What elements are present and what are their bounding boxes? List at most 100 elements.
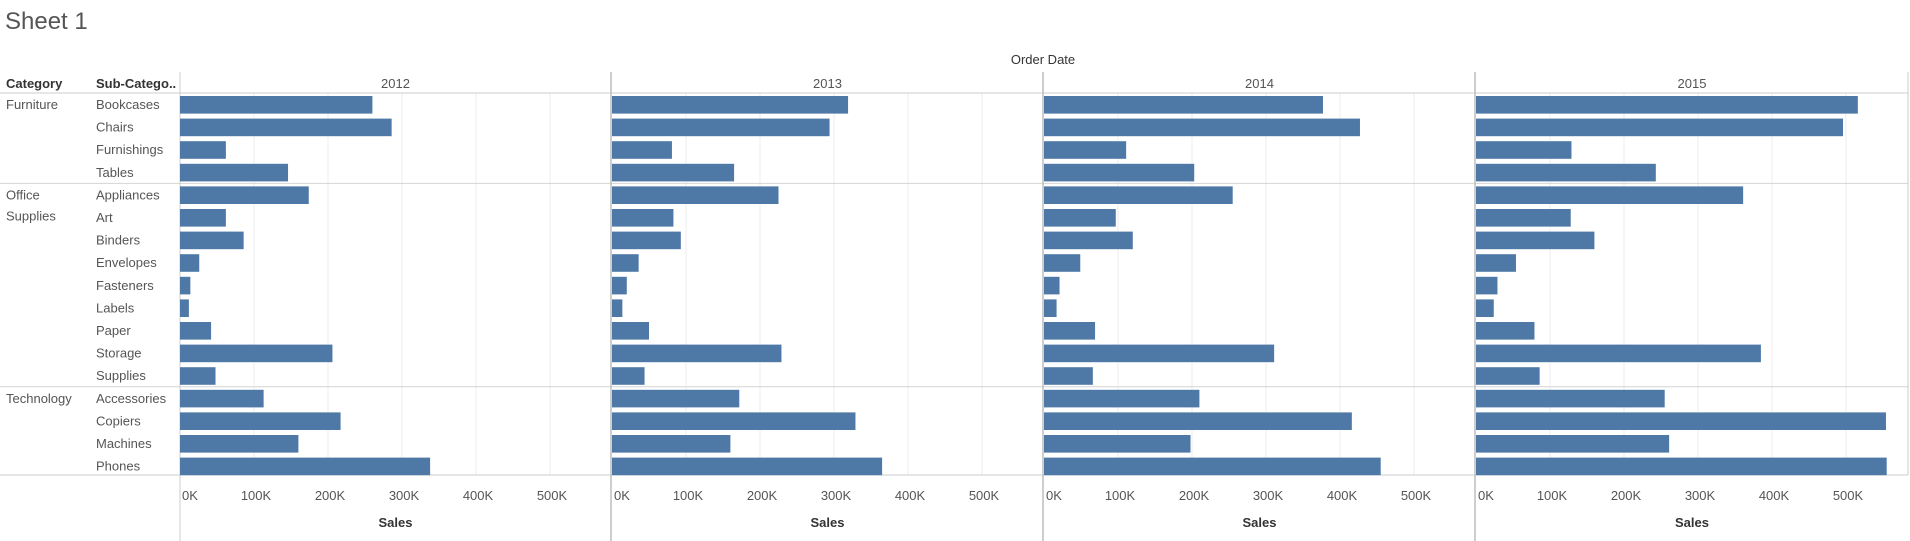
- subcategory-label: Machines: [96, 436, 152, 451]
- bar-2013-copiers: [612, 412, 856, 430]
- subcategory-label: Fasteners: [96, 278, 154, 293]
- bar-2013-accessories: [612, 389, 740, 408]
- bar-2014-furnishings: [1044, 141, 1127, 159]
- x-tick-label: 300K: [1253, 488, 1284, 503]
- bar-2012-fasteners: [180, 276, 191, 295]
- row-header-subcategory: Sub-Catego..: [96, 76, 176, 91]
- subcategory-label: Tables: [96, 165, 134, 180]
- bar-2012-chairs: [180, 118, 392, 137]
- bar-2014-copiers: [1044, 412, 1352, 430]
- x-axis-label: Sales: [811, 515, 845, 530]
- year-header-2014: 2014: [1245, 76, 1274, 91]
- bar-2013-bookcases: [612, 96, 849, 114]
- subcategory-label: Supplies: [96, 368, 146, 383]
- subcategory-label: Phones: [96, 459, 141, 474]
- x-axis-label: Sales: [1243, 515, 1277, 530]
- x-tick-label: 500K: [1833, 488, 1864, 503]
- subcategory-label: Furnishings: [96, 142, 164, 157]
- category-label: Office: [6, 187, 40, 202]
- bar-2014-phones: [1044, 457, 1381, 476]
- year-header-2015: 2015: [1678, 76, 1707, 91]
- bar-2012-appliances: [180, 186, 309, 204]
- x-tick-label: 100K: [673, 488, 704, 503]
- x-tick-label: 300K: [1685, 488, 1716, 503]
- bar-2013-tables: [612, 163, 735, 182]
- row-header-category: Category: [6, 76, 63, 91]
- x-tick-label: 100K: [1105, 488, 1136, 503]
- bar-2015-appliances: [1476, 186, 1744, 204]
- column-header-title: Order Date: [1011, 52, 1075, 67]
- x-tick-label: 0K: [1046, 488, 1062, 503]
- x-tick-label: 400K: [1327, 488, 1358, 503]
- subcategory-label: Storage: [96, 346, 142, 361]
- bar-2013-fasteners: [612, 276, 627, 295]
- bar-2014-paper: [1044, 322, 1096, 340]
- bar-2013-furnishings: [612, 141, 672, 159]
- x-tick-label: 0K: [1478, 488, 1494, 503]
- bar-2013-binders: [612, 231, 681, 250]
- category-label: Technology: [6, 391, 72, 406]
- bar-2013-storage: [612, 344, 782, 363]
- subcategory-label: Chairs: [96, 120, 134, 135]
- bar-2013-chairs: [612, 118, 830, 137]
- bar-2012-paper: [180, 322, 212, 340]
- bar-2012-furnishings: [180, 141, 226, 159]
- x-tick-label: 0K: [614, 488, 630, 503]
- bar-2012-bookcases: [180, 96, 373, 114]
- bar-2015-bookcases: [1476, 96, 1858, 114]
- x-tick-label: 200K: [315, 488, 346, 503]
- subcategory-label: Accessories: [96, 391, 167, 406]
- x-tick-label: 100K: [1537, 488, 1568, 503]
- sheet-title: Sheet 1: [5, 8, 88, 35]
- bar-2014-bookcases: [1044, 96, 1323, 114]
- bar-2015-envelopes: [1476, 254, 1516, 272]
- x-tick-label: 100K: [241, 488, 272, 503]
- subcategory-label: Labels: [96, 300, 135, 315]
- x-tick-label: 500K: [1401, 488, 1432, 503]
- x-tick-label: 200K: [1179, 488, 1210, 503]
- bar-2015-copiers: [1476, 412, 1886, 430]
- category-label: Furniture: [6, 97, 58, 112]
- bar-2013-phones: [612, 457, 883, 476]
- bar-2012-art: [180, 209, 226, 227]
- subcategory-label: Paper: [96, 323, 131, 338]
- bar-2013-art: [612, 209, 674, 227]
- bar-2012-supplies: [180, 367, 216, 385]
- x-tick-label: 400K: [463, 488, 494, 503]
- bar-2015-paper: [1476, 322, 1535, 340]
- x-tick-label: 0K: [182, 488, 198, 503]
- subcategory-label: Bookcases: [96, 97, 160, 112]
- bar-2012-accessories: [180, 389, 264, 408]
- x-tick-label: 300K: [821, 488, 852, 503]
- bar-2012-envelopes: [180, 254, 200, 272]
- bar-2013-appliances: [612, 186, 779, 204]
- bar-2014-fasteners: [1044, 276, 1060, 295]
- bar-2015-binders: [1476, 231, 1595, 250]
- bar-2014-supplies: [1044, 367, 1093, 385]
- bar-2013-envelopes: [612, 254, 639, 272]
- bar-2015-phones: [1476, 457, 1887, 476]
- subcategory-label: Copiers: [96, 413, 141, 428]
- bar-2012-phones: [180, 457, 431, 476]
- subcategory-label: Envelopes: [96, 255, 157, 270]
- bar-2015-fasteners: [1476, 276, 1498, 295]
- category-label: Supplies: [6, 208, 56, 223]
- x-tick-label: 300K: [389, 488, 420, 503]
- bar-2012-machines: [180, 435, 299, 453]
- bar-2012-storage: [180, 344, 333, 363]
- bar-2015-furnishings: [1476, 141, 1572, 159]
- bar-2015-machines: [1476, 435, 1670, 453]
- bar-2014-chairs: [1044, 118, 1360, 137]
- bar-2013-paper: [612, 322, 649, 340]
- bar-2015-accessories: [1476, 389, 1665, 408]
- bar-2012-tables: [180, 163, 289, 182]
- bar-2015-storage: [1476, 344, 1761, 363]
- bar-2012-copiers: [180, 412, 341, 430]
- bar-2014-labels: [1044, 299, 1057, 317]
- subcategory-label: Art: [96, 210, 113, 225]
- bar-2014-tables: [1044, 163, 1195, 182]
- bar-2013-machines: [612, 435, 731, 453]
- bar-2015-labels: [1476, 299, 1494, 317]
- bar-2014-appliances: [1044, 186, 1233, 204]
- bar-2014-envelopes: [1044, 254, 1081, 272]
